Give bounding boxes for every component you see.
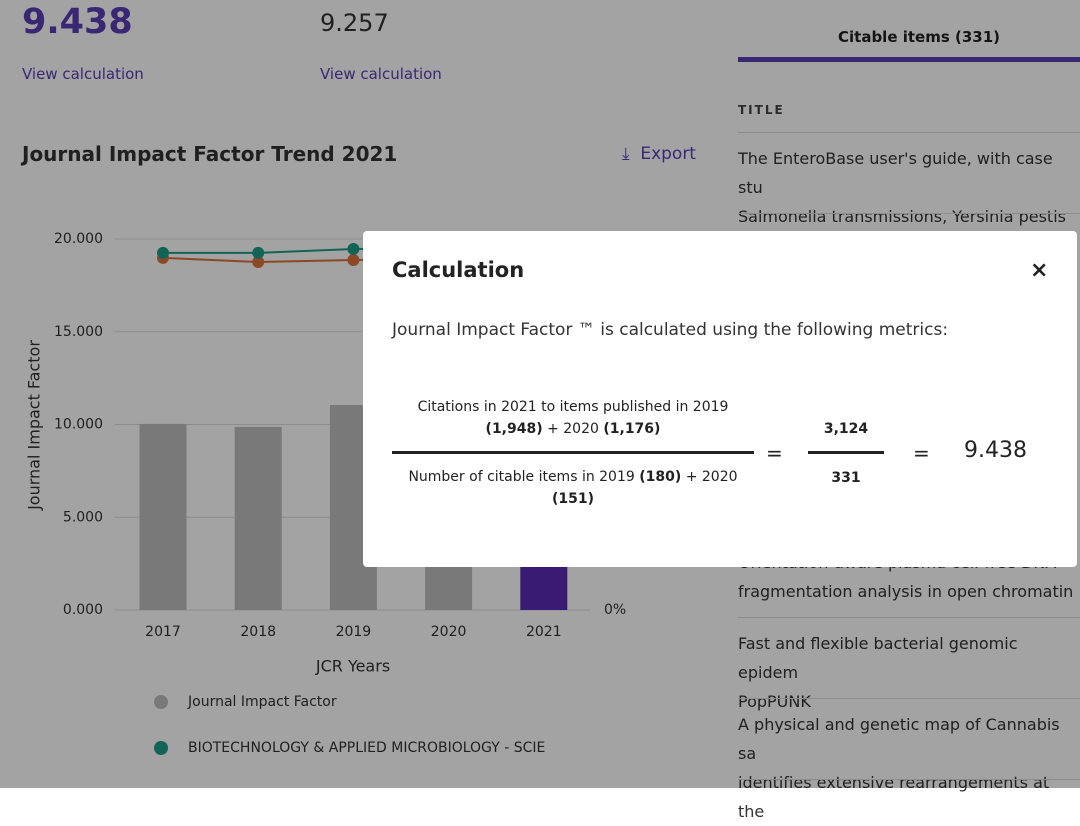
x-tick-label: 2019 — [336, 624, 372, 640]
legend-label: Journal Impact Factor — [187, 694, 337, 710]
equals-sign: = — [766, 441, 783, 465]
trend-point — [157, 246, 169, 259]
title-line: The EnteroBase user's guide, with case s… — [738, 149, 1053, 197]
equals-sign: = — [913, 441, 930, 465]
download-icon: ⤓ — [622, 144, 630, 164]
numerator: Citations in 2021 to items published in … — [403, 396, 743, 440]
formula-part: (1,948) — [485, 421, 543, 437]
y-tick-label: 0.000 — [63, 602, 103, 618]
y2-tick-label: 0% — [604, 602, 626, 618]
bar — [234, 426, 282, 610]
y-tick-label: 15.000 — [54, 324, 103, 340]
legend-swatch — [154, 695, 168, 709]
close-button[interactable]: × — [1030, 258, 1049, 283]
row-separator — [738, 779, 1080, 780]
column-header: TITLE — [738, 103, 785, 117]
view-calculation-link[interactable]: View calculation — [320, 65, 442, 83]
row-separator — [738, 617, 1080, 618]
row-separator — [738, 132, 1080, 133]
formula-part: + 2020 — [542, 421, 604, 437]
chart-title: Journal Impact Factor Trend 2021 — [22, 142, 398, 166]
export-button[interactable]: ⤓ Export — [622, 144, 696, 164]
y-tick-label: 20.000 — [54, 231, 103, 247]
formula-part: + 2020 — [681, 469, 742, 485]
trend-point — [347, 243, 360, 256]
row-separator — [738, 698, 1080, 699]
title-row[interactable]: Fast and flexible bacterial genomic epid… — [738, 629, 1080, 716]
title-line: Fast and flexible bacterial genomic epid… — [738, 634, 1018, 682]
modal-title: Calculation — [392, 258, 525, 282]
title-line: A physical and genetic map of Cannabis s… — [738, 715, 1060, 763]
title-line: fragmentation analysis in open chromatin — [738, 582, 1074, 601]
row-separator — [738, 213, 1080, 214]
x-axis-label: JCR Years — [315, 657, 390, 676]
jif-value: 9.438 — [22, 2, 133, 42]
title-line: PopPUNK — [738, 692, 811, 711]
x-tick-label: 2018 — [240, 624, 276, 640]
legend-label: BIOTECHNOLOGY & APPLIED MICROBIOLOGY - S… — [188, 740, 545, 756]
y-tick-label: 10.000 — [54, 417, 103, 433]
formula-part: (151) — [551, 491, 595, 507]
formula-part: Number of citable items in 2019 — [408, 469, 640, 485]
tab-label[interactable]: Citable items (331) — [838, 28, 1001, 46]
trend-point — [252, 256, 265, 269]
export-label: Export — [640, 144, 696, 164]
tab-underline — [738, 57, 1080, 62]
x-tick-label: 2017 — [145, 624, 181, 640]
x-tick-label: 2021 — [526, 624, 562, 640]
five-year-value: 9.257 — [320, 9, 389, 37]
title-row[interactable]: A physical and genetic map of Cannabis s… — [738, 710, 1080, 826]
fraction-line — [808, 451, 884, 454]
y-tick-label: 5.000 — [63, 509, 103, 525]
formula-part: (1,176) — [603, 421, 661, 437]
bar — [139, 423, 187, 610]
trend-point — [347, 253, 360, 266]
modal-description: Journal Impact Factor ™ is calculated us… — [392, 320, 949, 340]
sum-numerator: 3,124 — [823, 421, 869, 437]
formula-part: (180) — [639, 469, 682, 485]
trend-point — [252, 246, 265, 259]
calculation-modal: Calculation × Journal Impact Factor ™ is… — [363, 231, 1077, 567]
formula-part: Citations in 2021 to items published in … — [417, 399, 733, 415]
x-tick-label: 2020 — [431, 624, 467, 640]
y-axis-label: Journal Impact Factor — [25, 340, 44, 511]
denominator: Number of citable items in 2019 (180) + … — [403, 466, 743, 510]
sum-denominator: 331 — [831, 470, 861, 486]
fraction-line — [392, 451, 754, 454]
result: 9.438 — [964, 438, 1027, 463]
view-calculation-link[interactable]: View calculation — [22, 65, 144, 83]
title-row[interactable]: The EnteroBase user's guide, with case s… — [738, 144, 1080, 260]
legend-swatch — [154, 741, 168, 755]
